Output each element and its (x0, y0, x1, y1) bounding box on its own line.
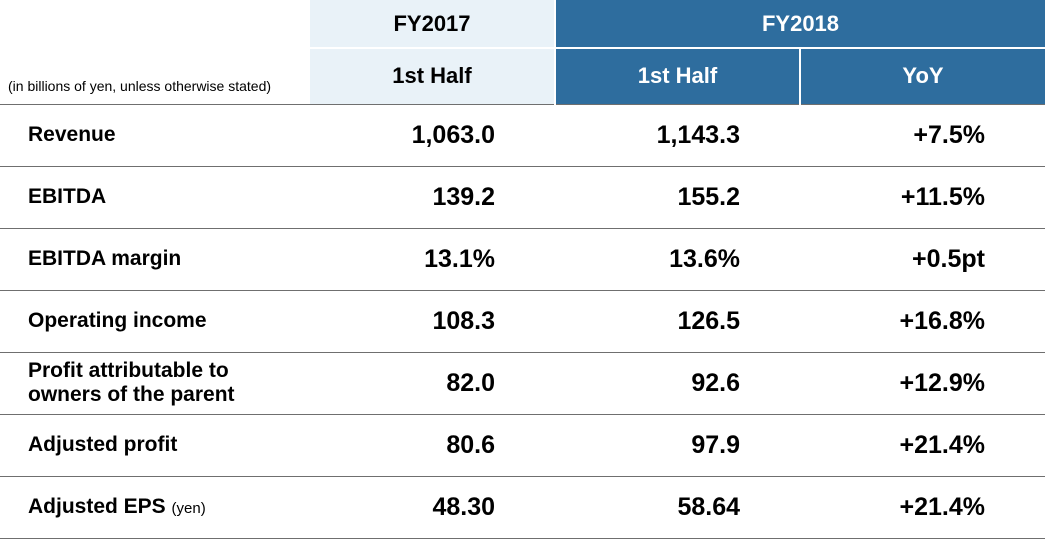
header-fy2018-half: 1st Half (555, 48, 800, 104)
table-body: Revenue1,063.01,143.3+7.5%EBITDA139.2155… (0, 104, 1045, 538)
unit-note: (in billions of yen, unless otherwise st… (0, 0, 310, 104)
row-label-sub: (yen) (172, 500, 206, 517)
table-row: Adjusted EPS (yen)48.3058.64+21.4% (0, 476, 1045, 538)
cell-v17: 82.0 (310, 352, 555, 414)
header-fy2017-half: 1st Half (310, 48, 555, 104)
cell-yoy: +21.4% (800, 476, 1045, 538)
row-label: Revenue (0, 104, 310, 166)
row-label: EBITDA margin (0, 228, 310, 290)
cell-v17: 139.2 (310, 166, 555, 228)
table-row: Adjusted profit80.697.9+21.4% (0, 414, 1045, 476)
row-label: Profit attributable toowners of the pare… (0, 352, 310, 414)
cell-v18: 97.9 (555, 414, 800, 476)
row-label: EBITDA (0, 166, 310, 228)
cell-v17: 1,063.0 (310, 104, 555, 166)
cell-v17: 80.6 (310, 414, 555, 476)
cell-v18: 126.5 (555, 290, 800, 352)
row-label: Operating income (0, 290, 310, 352)
header-fy2018: FY2018 (555, 0, 1045, 48)
table-row: EBITDA margin13.1%13.6%+0.5pt (0, 228, 1045, 290)
cell-v18: 58.64 (555, 476, 800, 538)
row-label: Adjusted EPS (yen) (0, 476, 310, 538)
table-header: (in billions of yen, unless otherwise st… (0, 0, 1045, 104)
header-fy2017: FY2017 (310, 0, 555, 48)
cell-v18: 155.2 (555, 166, 800, 228)
table-row: EBITDA139.2155.2+11.5% (0, 166, 1045, 228)
financial-table: (in billions of yen, unless otherwise st… (0, 0, 1045, 539)
cell-v18: 13.6% (555, 228, 800, 290)
cell-yoy: +12.9% (800, 352, 1045, 414)
cell-v17: 48.30 (310, 476, 555, 538)
cell-yoy: +7.5% (800, 104, 1045, 166)
cell-yoy: +11.5% (800, 166, 1045, 228)
row-label: Adjusted profit (0, 414, 310, 476)
cell-yoy: +16.8% (800, 290, 1045, 352)
header-yoy: YoY (800, 48, 1045, 104)
cell-yoy: +0.5pt (800, 228, 1045, 290)
cell-v17: 108.3 (310, 290, 555, 352)
table-row: Profit attributable toowners of the pare… (0, 352, 1045, 414)
cell-yoy: +21.4% (800, 414, 1045, 476)
cell-v17: 13.1% (310, 228, 555, 290)
table-row: Revenue1,063.01,143.3+7.5% (0, 104, 1045, 166)
cell-v18: 92.6 (555, 352, 800, 414)
cell-v18: 1,143.3 (555, 104, 800, 166)
table-row: Operating income108.3126.5+16.8% (0, 290, 1045, 352)
